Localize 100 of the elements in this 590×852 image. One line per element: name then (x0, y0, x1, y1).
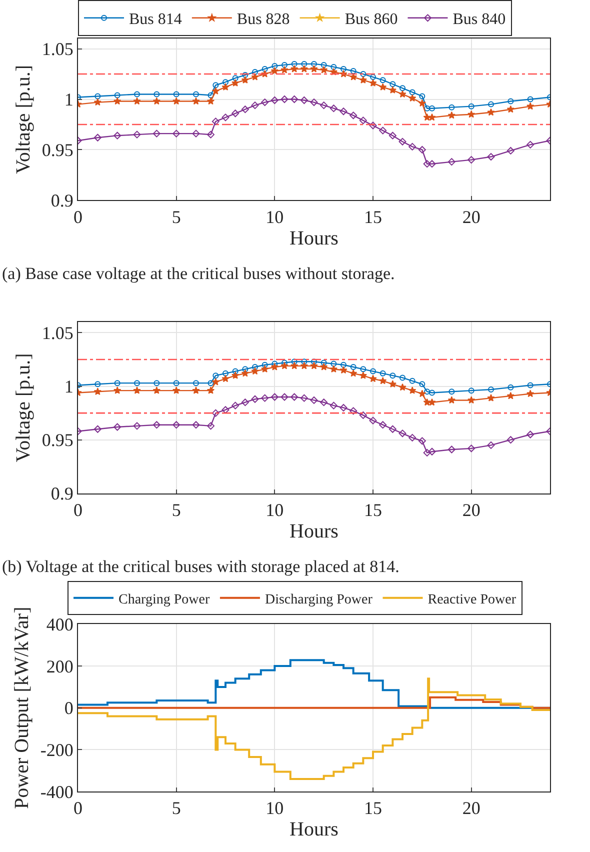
point (262, 362, 268, 368)
point (423, 448, 431, 456)
point (340, 362, 346, 368)
point (252, 69, 258, 76)
point (262, 66, 268, 72)
point (134, 91, 140, 98)
point (133, 422, 141, 430)
y-tick-label: 1 (64, 376, 74, 397)
x-tick-label: 20 (462, 206, 480, 227)
point (242, 366, 248, 372)
legend-label: Bus 814 (129, 11, 182, 28)
point (390, 372, 396, 379)
point (94, 93, 101, 100)
point (359, 372, 367, 379)
point (207, 422, 214, 430)
point (232, 368, 238, 374)
point (222, 114, 230, 122)
point (280, 393, 288, 401)
point (388, 380, 396, 388)
point (241, 398, 249, 406)
point (291, 358, 298, 365)
point (379, 83, 387, 90)
point (388, 86, 396, 94)
point (526, 390, 534, 398)
point (330, 365, 338, 372)
point (212, 372, 219, 379)
point (380, 370, 386, 376)
point (133, 130, 141, 138)
point (370, 74, 376, 80)
point (280, 66, 288, 74)
point (340, 66, 346, 72)
point (232, 402, 240, 410)
x-axis-title: Hours (290, 520, 339, 542)
point (94, 388, 102, 395)
x-tick-label: 20 (462, 798, 480, 818)
point (487, 108, 495, 116)
point (409, 378, 416, 384)
point (222, 370, 228, 376)
point (330, 360, 337, 367)
text: (a) Base case voltage at the critical buses without storage. (2, 264, 395, 283)
point (232, 75, 238, 82)
y-tick-label: 1.05 (42, 323, 74, 344)
point (212, 409, 220, 417)
y-tick-label: 0.9 (50, 190, 74, 210)
point (340, 366, 348, 374)
y-tick-label: 1.05 (42, 39, 74, 60)
point (388, 132, 396, 140)
point (419, 381, 426, 388)
point (369, 374, 377, 382)
y-tick-label: 1 (64, 90, 74, 110)
point (359, 116, 367, 124)
point (429, 105, 435, 112)
point (418, 390, 426, 398)
point (270, 96, 278, 104)
point (388, 425, 396, 433)
point (242, 72, 248, 78)
y-tick-label: 0.9 (50, 484, 74, 504)
point (487, 441, 495, 449)
point (424, 388, 430, 395)
point (310, 396, 318, 404)
point (408, 434, 416, 442)
point (290, 362, 298, 370)
point (340, 404, 348, 412)
point (448, 388, 455, 395)
point (360, 366, 366, 372)
point (468, 103, 474, 110)
point (429, 390, 435, 396)
point (508, 98, 514, 104)
point (408, 386, 416, 394)
point (359, 411, 367, 419)
point (418, 99, 426, 107)
y-axis-title: Voltage [p.u.] (12, 64, 34, 174)
y-tick-label: -200 (40, 740, 74, 760)
point (398, 383, 406, 391)
point (154, 91, 160, 98)
point (330, 402, 338, 410)
point (172, 97, 180, 105)
point (468, 444, 476, 452)
point (241, 106, 249, 114)
point (272, 62, 278, 69)
point (192, 97, 200, 105)
point (400, 374, 406, 381)
x-tick-label: 5 (172, 500, 181, 520)
x-tick-label: 5 (172, 206, 181, 227)
point (379, 126, 387, 134)
y-tick-label: -400 (40, 782, 74, 802)
x-tick-label: 15 (364, 798, 382, 818)
point (290, 96, 298, 104)
point (301, 358, 308, 365)
point (232, 372, 240, 379)
y-axis-title: Power Output [kW/kVar] (10, 606, 33, 809)
point (527, 96, 534, 102)
point (526, 102, 534, 110)
point (350, 112, 358, 120)
point (154, 380, 160, 386)
point (330, 104, 338, 112)
point (133, 97, 141, 105)
point (468, 110, 476, 118)
point (398, 90, 406, 98)
point (208, 92, 214, 98)
